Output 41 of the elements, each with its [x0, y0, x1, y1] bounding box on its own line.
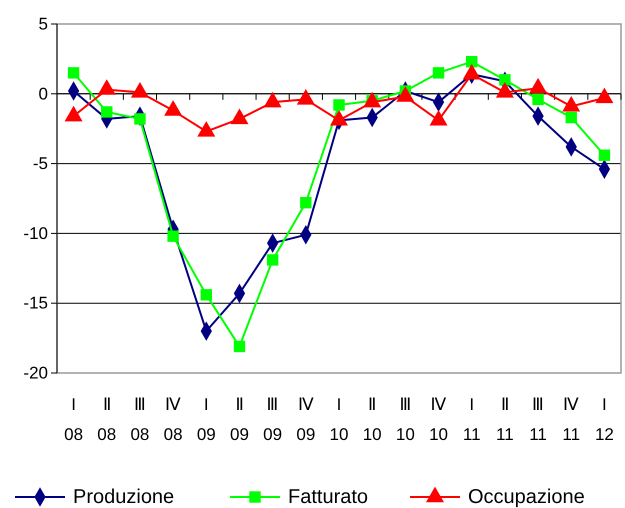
point — [266, 254, 278, 266]
x-tick-label: Ⅲ 08 — [130, 395, 150, 444]
x-tick-label: Ⅲ 11 — [529, 395, 547, 444]
x-tick-label: Ⅱ 11 — [496, 395, 514, 444]
x-tick-label: I 11 — [462, 395, 481, 444]
x-tick-label: I 09 — [196, 395, 216, 444]
point — [432, 67, 444, 79]
x-tick-label: Ⅳ 09 — [296, 395, 316, 444]
point — [566, 112, 577, 124]
x-tick-label: I 10 — [330, 395, 348, 444]
x-tick-label: I 12 — [594, 395, 614, 444]
x-tick-label: Ⅱ 08 — [97, 395, 116, 444]
x-tick-label: Ⅳ 11 — [562, 395, 580, 444]
x-tick-label: Ⅳ 10 — [429, 395, 448, 444]
x-tick-label: Ⅲ 09 — [263, 395, 282, 444]
point — [532, 94, 544, 106]
y-tick-label: -10 — [23, 224, 48, 243]
legend-label: Produzione — [73, 486, 174, 508]
x-tick-label: Ⅳ 08 — [164, 395, 183, 444]
y-tick-label: -15 — [23, 294, 48, 313]
y-tick-label: 5 — [38, 14, 48, 34]
x-tick-label: Ⅲ 10 — [396, 395, 415, 444]
point — [68, 67, 80, 79]
point — [300, 196, 312, 208]
x-tick-label: Ⅱ 09 — [230, 395, 249, 444]
point — [499, 74, 511, 86]
point — [101, 106, 112, 118]
point — [333, 99, 345, 111]
point — [200, 289, 212, 301]
legend-label: Fatturato — [288, 486, 368, 508]
point — [466, 56, 478, 68]
y-tick-label: 0 — [38, 84, 48, 104]
point — [234, 340, 246, 352]
y-tick-label: -20 — [23, 363, 48, 382]
x-tick-label: Ⅱ 10 — [362, 395, 382, 444]
point — [134, 113, 146, 125]
legend-label: Occupazione — [468, 486, 585, 508]
x-tick-label: I 08 — [64, 395, 84, 444]
point — [598, 150, 610, 161]
y-tick-label: -5 — [32, 154, 48, 174]
point — [167, 230, 179, 242]
